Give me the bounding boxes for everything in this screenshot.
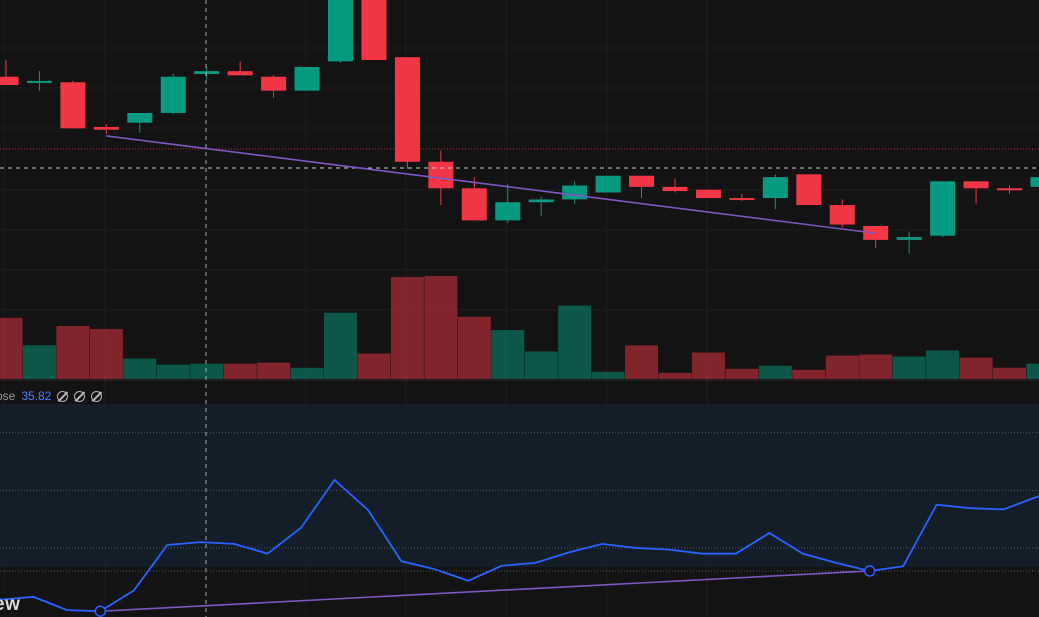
- candlestick-series[interactable]: [0, 0, 1039, 254]
- candle-body: [629, 175, 655, 187]
- candle-body: [60, 82, 86, 129]
- volume-bar: [357, 353, 391, 379]
- volume-bar: [524, 351, 558, 379]
- trendline-anchor: [863, 565, 876, 577]
- volume-bar: [257, 362, 291, 379]
- volume-bar: [324, 312, 357, 379]
- candle-body: [662, 186, 688, 192]
- candle-body: [963, 181, 989, 189]
- candle-body: [227, 71, 253, 76]
- candle-body: [461, 188, 487, 221]
- volume-bar: [591, 371, 625, 379]
- rsi-legend[interactable]: ose 35.82: [0, 388, 103, 404]
- volume-bar: [959, 357, 993, 379]
- candle-body: [1030, 177, 1039, 187]
- volume-bar: [190, 363, 224, 379]
- candle-body: [562, 185, 588, 200]
- volume-bar: [491, 330, 525, 379]
- volume-bar: [758, 365, 792, 379]
- candle-body: [93, 126, 119, 130]
- hide-icon[interactable]: [74, 390, 86, 402]
- candle-body: [528, 199, 554, 203]
- candle-body: [26, 80, 52, 83]
- volume-bar: [725, 368, 759, 379]
- volume-bar: [825, 355, 859, 379]
- candle-body: [695, 189, 721, 199]
- candle-body: [127, 112, 153, 123]
- volume-bar: [792, 369, 826, 379]
- volume-bars: [0, 276, 1039, 379]
- volume-bar: [223, 363, 257, 379]
- candle-body: [997, 188, 1022, 191]
- candle-body: [428, 161, 454, 189]
- candle-body: [294, 66, 320, 91]
- volume-bar: [390, 277, 424, 379]
- candle-body: [495, 202, 521, 221]
- volume-bar: [0, 317, 23, 379]
- volume-bar: [123, 358, 157, 379]
- candle-body: [930, 181, 956, 236]
- candle-body: [194, 71, 220, 74]
- candle-body: [762, 177, 788, 199]
- brand-watermark: ew: [0, 594, 21, 615]
- candle-body: [796, 174, 822, 206]
- candle-body: [829, 205, 855, 225]
- hide-icon[interactable]: [91, 390, 103, 402]
- rsi-trendline: [100, 570, 870, 613]
- candle-body: [394, 57, 420, 162]
- volume-bar: [156, 364, 190, 379]
- candle-body: [361, 0, 387, 60]
- volume-bar: [926, 350, 960, 379]
- price-trendline: [106, 135, 876, 235]
- rsi-series: [0, 478, 1039, 617]
- hide-icon[interactable]: [57, 390, 69, 402]
- volume-bar: [558, 305, 592, 379]
- candle-body: [328, 0, 353, 62]
- volume-bar: [457, 316, 491, 379]
- trendline-anchor: [94, 605, 107, 617]
- candle-body: [160, 76, 186, 113]
- volume-bar: [658, 372, 692, 379]
- candle-body: [595, 175, 621, 193]
- rsi-pane-background: [0, 404, 1039, 567]
- volume-bar: [1026, 363, 1039, 379]
- volume-bar: [89, 329, 123, 379]
- volume-bar: [892, 356, 926, 379]
- candle-body: [0, 76, 19, 86]
- volume-bar: [22, 345, 56, 379]
- volume-bar: [625, 345, 659, 379]
- rsi-value: 35.82: [21, 389, 52, 403]
- rsi-line: [0, 478, 1039, 613]
- candle-body: [261, 76, 287, 91]
- volume-bar: [424, 276, 458, 379]
- candle-body: [729, 198, 755, 201]
- volume-bar: [993, 367, 1026, 379]
- rsi-source-label: ose: [0, 389, 16, 403]
- volume-bar: [56, 325, 90, 379]
- volume-bar: [691, 352, 725, 379]
- volume-bar: [859, 354, 893, 379]
- rsi-band-lines: [0, 432, 1039, 572]
- candle-body: [896, 237, 922, 240]
- volume-bar: [290, 367, 324, 379]
